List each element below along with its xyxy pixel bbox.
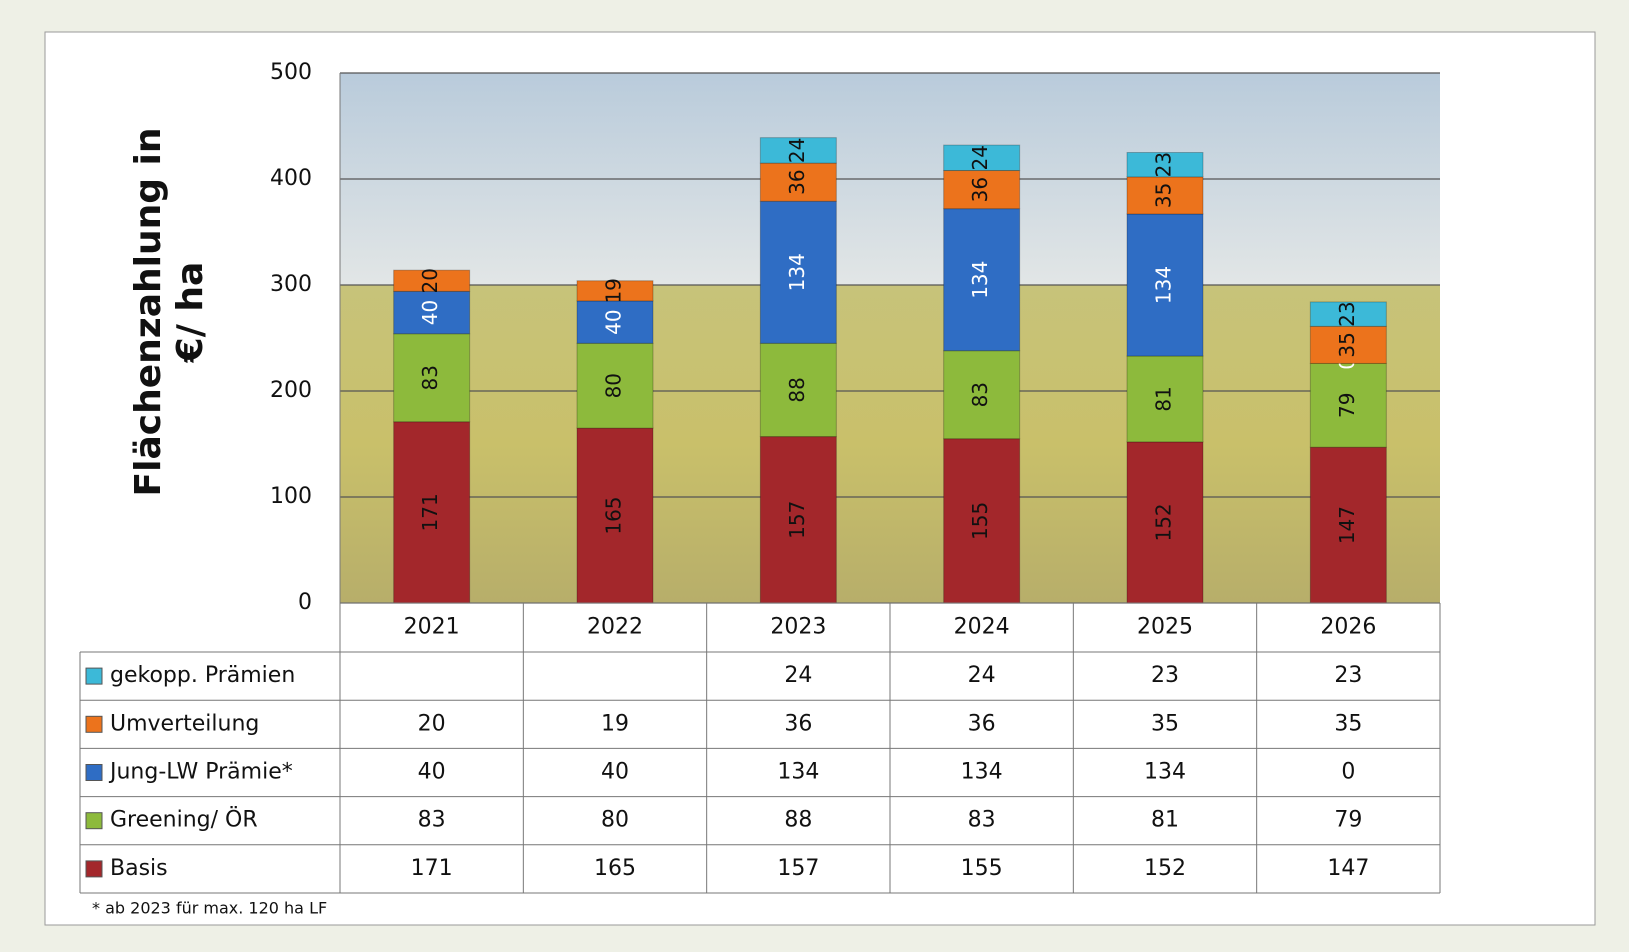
data-label: 80 — [602, 373, 626, 398]
y-tick-label: 300 — [270, 272, 312, 297]
x-tick-label: 2024 — [954, 615, 1010, 640]
table-cell: 147 — [1327, 856, 1369, 881]
data-label: 147 — [1335, 506, 1359, 544]
table-cell: 36 — [784, 711, 812, 736]
table-cell: 79 — [1334, 808, 1362, 833]
data-label: 23 — [1152, 152, 1176, 177]
data-label: 35 — [1335, 332, 1359, 357]
x-tick-label: 2025 — [1137, 615, 1193, 640]
table-cell: 19 — [601, 711, 629, 736]
y-axis-label: €/ ha — [170, 262, 211, 364]
data-label: 81 — [1152, 386, 1176, 411]
page: Flächenzahlung in €/ ha * ab 2023 für ma… — [0, 0, 1629, 952]
data-label: 171 — [418, 493, 442, 531]
y-tick-label: 0 — [298, 590, 312, 615]
table-cell: 165 — [594, 856, 636, 881]
data-label: 20 — [418, 268, 442, 293]
chart: Flächenzahlung in €/ ha * ab 2023 für ma… — [0, 0, 1629, 952]
table-cell: 157 — [777, 856, 819, 881]
table-cell: 81 — [1151, 808, 1179, 833]
table-cell: 20 — [418, 711, 446, 736]
x-tick-label: 2026 — [1320, 615, 1376, 640]
legend-label: Greening/ ÖR — [110, 807, 258, 833]
data-label: 24 — [785, 138, 809, 163]
table-cell: 171 — [411, 856, 453, 881]
x-tick-label: 2022 — [587, 615, 643, 640]
table-cell: 23 — [1151, 663, 1179, 688]
data-label: 155 — [968, 502, 992, 540]
table-cell: 134 — [961, 760, 1003, 785]
legend-label: Jung-LW Prämie* — [108, 760, 293, 785]
data-label: 157 — [785, 501, 809, 539]
legend-label: Umverteilung — [110, 711, 259, 736]
data-label: 23 — [1335, 301, 1359, 326]
y-tick-label: 500 — [270, 60, 312, 85]
table-cell: 134 — [777, 760, 819, 785]
y-tick-label: 100 — [270, 484, 312, 509]
legend-swatch — [86, 716, 102, 732]
data-label: 79 — [1335, 393, 1359, 418]
x-tick-label: 2021 — [404, 615, 460, 640]
footnote: * ab 2023 für max. 120 ha LF — [92, 899, 327, 918]
legend-swatch — [86, 861, 102, 877]
data-label: 40 — [602, 309, 626, 334]
legend-label: gekopp. Prämien — [110, 663, 295, 688]
data-label: 134 — [1152, 266, 1176, 304]
data-label: 35 — [1152, 183, 1176, 208]
table-cell: 40 — [418, 760, 446, 785]
table-cell: 155 — [961, 856, 1003, 881]
data-label: 165 — [602, 496, 626, 534]
data-label: 83 — [968, 382, 992, 407]
x-tick-label: 2023 — [770, 615, 826, 640]
y-tick-label: 400 — [270, 166, 312, 191]
table-cell: 83 — [968, 808, 996, 833]
table-cell: 23 — [1334, 663, 1362, 688]
data-label: 36 — [785, 169, 809, 194]
y-axis-label: Flächenzahlung in — [128, 128, 169, 497]
plot-background-field — [340, 285, 1440, 603]
data-label: 152 — [1152, 503, 1176, 541]
data-label: 88 — [785, 377, 809, 402]
data-label: 19 — [602, 278, 626, 303]
data-label: 83 — [418, 365, 442, 390]
data-label: 134 — [785, 253, 809, 291]
table-cell: 134 — [1144, 760, 1186, 785]
legend-label: Basis — [110, 856, 168, 881]
table-cell: 88 — [784, 808, 812, 833]
table-cell: 40 — [601, 760, 629, 785]
table-cell: 35 — [1151, 711, 1179, 736]
data-label: 24 — [968, 145, 992, 170]
legend-swatch — [86, 668, 102, 684]
legend-swatch — [86, 813, 102, 829]
table-cell: 152 — [1144, 856, 1186, 881]
table-cell: 80 — [601, 808, 629, 833]
legend-swatch — [86, 765, 102, 781]
table-cell: 24 — [968, 663, 996, 688]
data-label: 40 — [418, 300, 442, 325]
table-cell: 24 — [784, 663, 812, 688]
y-tick-label: 200 — [270, 378, 312, 403]
table-cell: 83 — [418, 808, 446, 833]
data-label: 36 — [968, 177, 992, 202]
table-cell: 0 — [1341, 760, 1355, 785]
data-label: 134 — [968, 261, 992, 299]
table-cell: 36 — [968, 711, 996, 736]
table-cell: 35 — [1334, 711, 1362, 736]
